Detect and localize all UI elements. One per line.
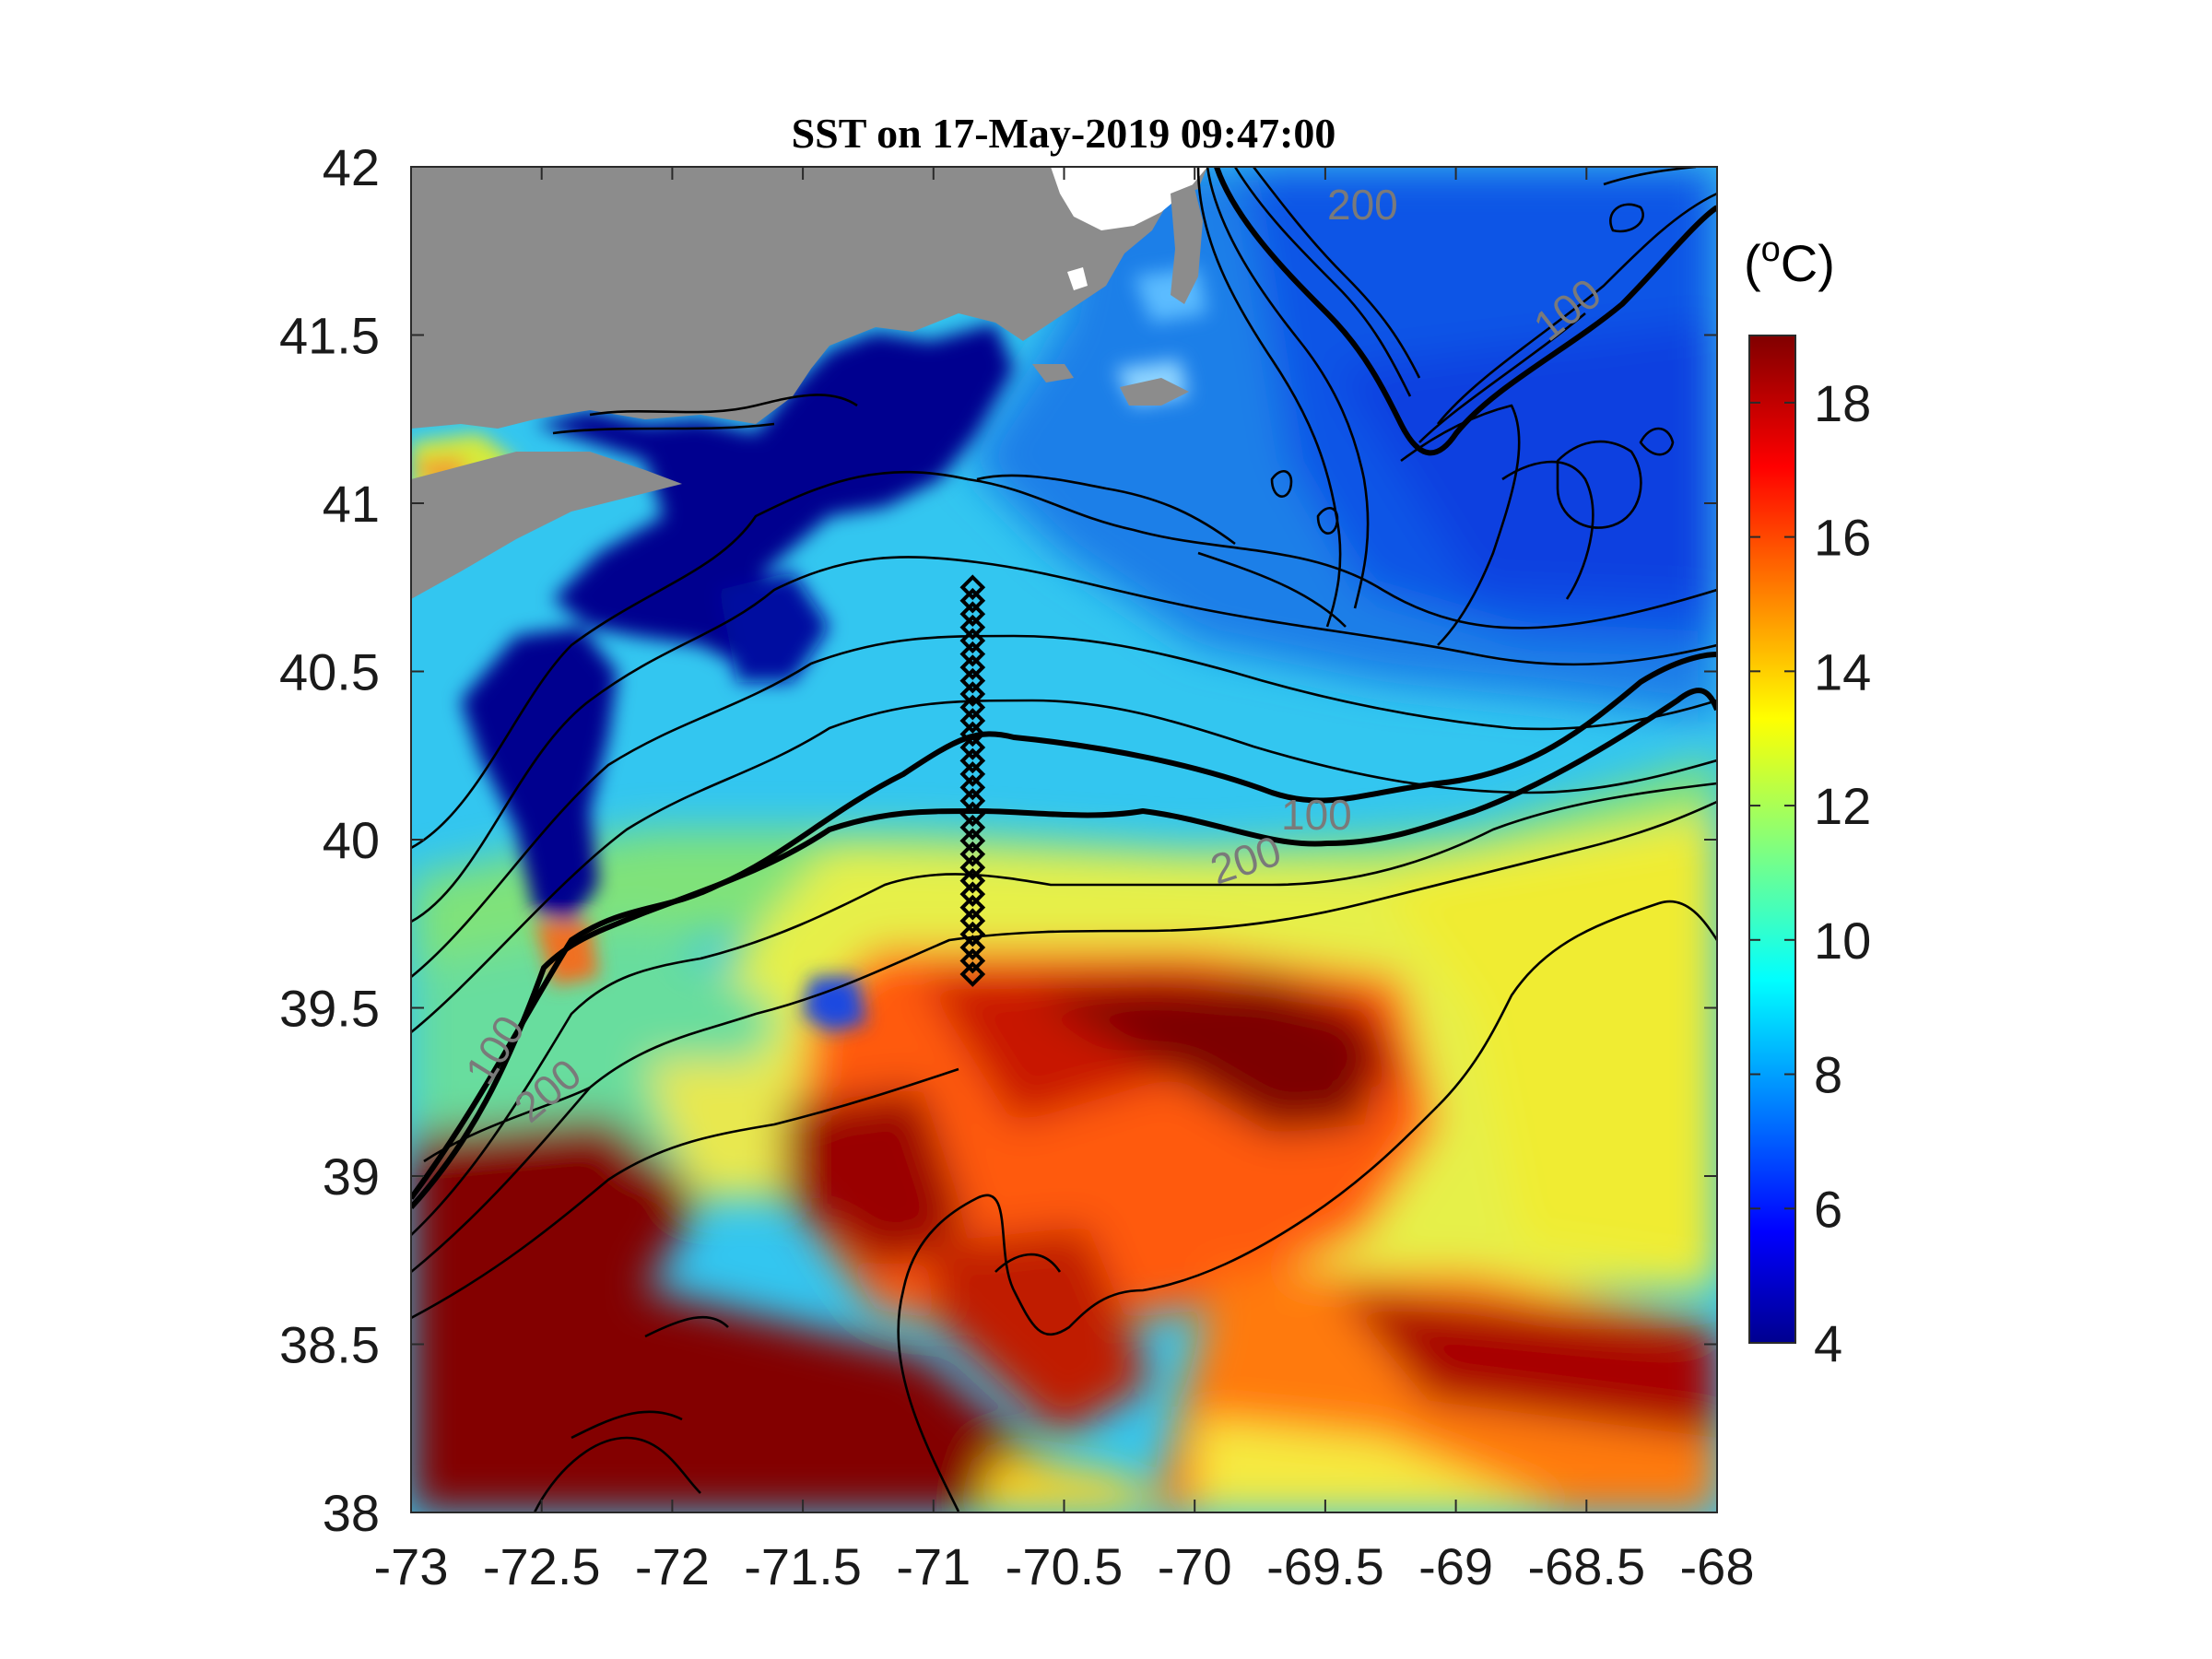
y-tick-label: 40	[323, 811, 380, 869]
transect-marker	[959, 801, 986, 828]
map-title: SST on 17-May-2019 09:47:00	[792, 110, 1336, 157]
x-tick-label: -68	[1680, 1537, 1755, 1595]
transect-stations	[959, 574, 986, 987]
transect-marker	[959, 908, 986, 934]
y-tick-label: 38.5	[279, 1316, 380, 1374]
x-tick-label: -71.5	[744, 1537, 862, 1595]
colorbar-tick-label: 8	[1814, 1046, 1842, 1104]
x-tick-label: -69.5	[1266, 1537, 1384, 1595]
transect-marker	[959, 614, 986, 641]
x-tick-label: -72	[635, 1537, 710, 1595]
colorbar-tick-label: 10	[1814, 912, 1871, 970]
transect-marker	[959, 881, 986, 907]
y-tick-label: 41.5	[279, 307, 380, 365]
transect-marker	[959, 935, 986, 960]
contour-label: 100	[1281, 791, 1352, 839]
x-tick-label: -72.5	[483, 1537, 601, 1595]
colorbar: (oC) 18 16 14 12 10 8 6 4	[1744, 230, 1871, 1372]
transect-marker	[959, 854, 986, 881]
transect-marker	[959, 587, 986, 614]
land-mask	[411, 167, 1207, 599]
transect-marker	[959, 747, 986, 774]
y-tick-label: 42	[323, 138, 380, 196]
x-tick-label: -70	[1158, 1537, 1232, 1595]
unit-open: (	[1744, 234, 1761, 292]
colorbar-tick-label: 4	[1814, 1314, 1842, 1372]
y-tick-label: 38	[323, 1484, 380, 1542]
transect-marker	[959, 774, 986, 801]
x-axis: -73 -72.5 -72 -71.5 -71 -70.5 -70 -69.5 -69 -68.5…	[374, 167, 1755, 1595]
transect-marker	[959, 654, 986, 680]
y-axis: 42 41.5 41 40.5 40 39.5 39 38.5 38	[279, 138, 1717, 1542]
transect-marker	[959, 867, 986, 894]
transect-marker	[959, 667, 986, 694]
transect-marker	[959, 894, 986, 921]
transect-marker	[959, 761, 986, 787]
transect-marker	[959, 828, 986, 854]
colorbar-tick-label: 12	[1814, 777, 1871, 835]
x-tick-label: -71	[896, 1537, 971, 1595]
transect-marker	[959, 601, 986, 628]
transect-marker	[959, 641, 986, 667]
colorbar-tick-label: 6	[1814, 1180, 1842, 1238]
transect-marker	[959, 947, 986, 974]
colorbar-tick-label: 18	[1814, 374, 1871, 432]
unit-degree: o	[1761, 230, 1781, 269]
transect-marker	[959, 708, 986, 734]
y-tick-label: 41	[323, 475, 380, 533]
transect-marker	[959, 841, 986, 867]
x-tick-label: -70.5	[1006, 1537, 1124, 1595]
y-tick-label: 40.5	[279, 643, 380, 701]
transect-marker	[959, 628, 986, 653]
colorbar-scale	[1748, 335, 1796, 1344]
y-tick-label: 39.5	[279, 980, 380, 1038]
map-axes: -73 -72.5 -72 -71.5 -71 -70.5 -70 -69.5 -69 -68.5…	[279, 138, 1754, 1595]
colorbar-tick-label: 16	[1814, 509, 1871, 567]
y-tick-label: 39	[323, 1147, 380, 1206]
transect-marker	[959, 961, 986, 987]
transect-marker	[959, 788, 986, 814]
unit-celsius: C)	[1781, 234, 1835, 292]
colorbar-unit: (oC)	[1744, 230, 1835, 292]
transect-marker	[959, 574, 986, 601]
colorbar-tick-label: 14	[1814, 642, 1871, 700]
transect-marker	[959, 721, 986, 747]
x-tick-label: -68.5	[1527, 1537, 1645, 1595]
transect-marker	[959, 814, 986, 841]
contour-label: 200	[1327, 181, 1398, 229]
transect-marker	[959, 921, 986, 947]
transect-marker	[959, 735, 986, 760]
transect-marker	[959, 694, 986, 721]
x-tick-label: -69	[1418, 1537, 1493, 1595]
colorbar-ticks: 18 16 14 12 10 8 6 4	[1749, 374, 1871, 1372]
x-tick-label: -73	[374, 1537, 449, 1595]
transect-marker	[959, 681, 986, 707]
